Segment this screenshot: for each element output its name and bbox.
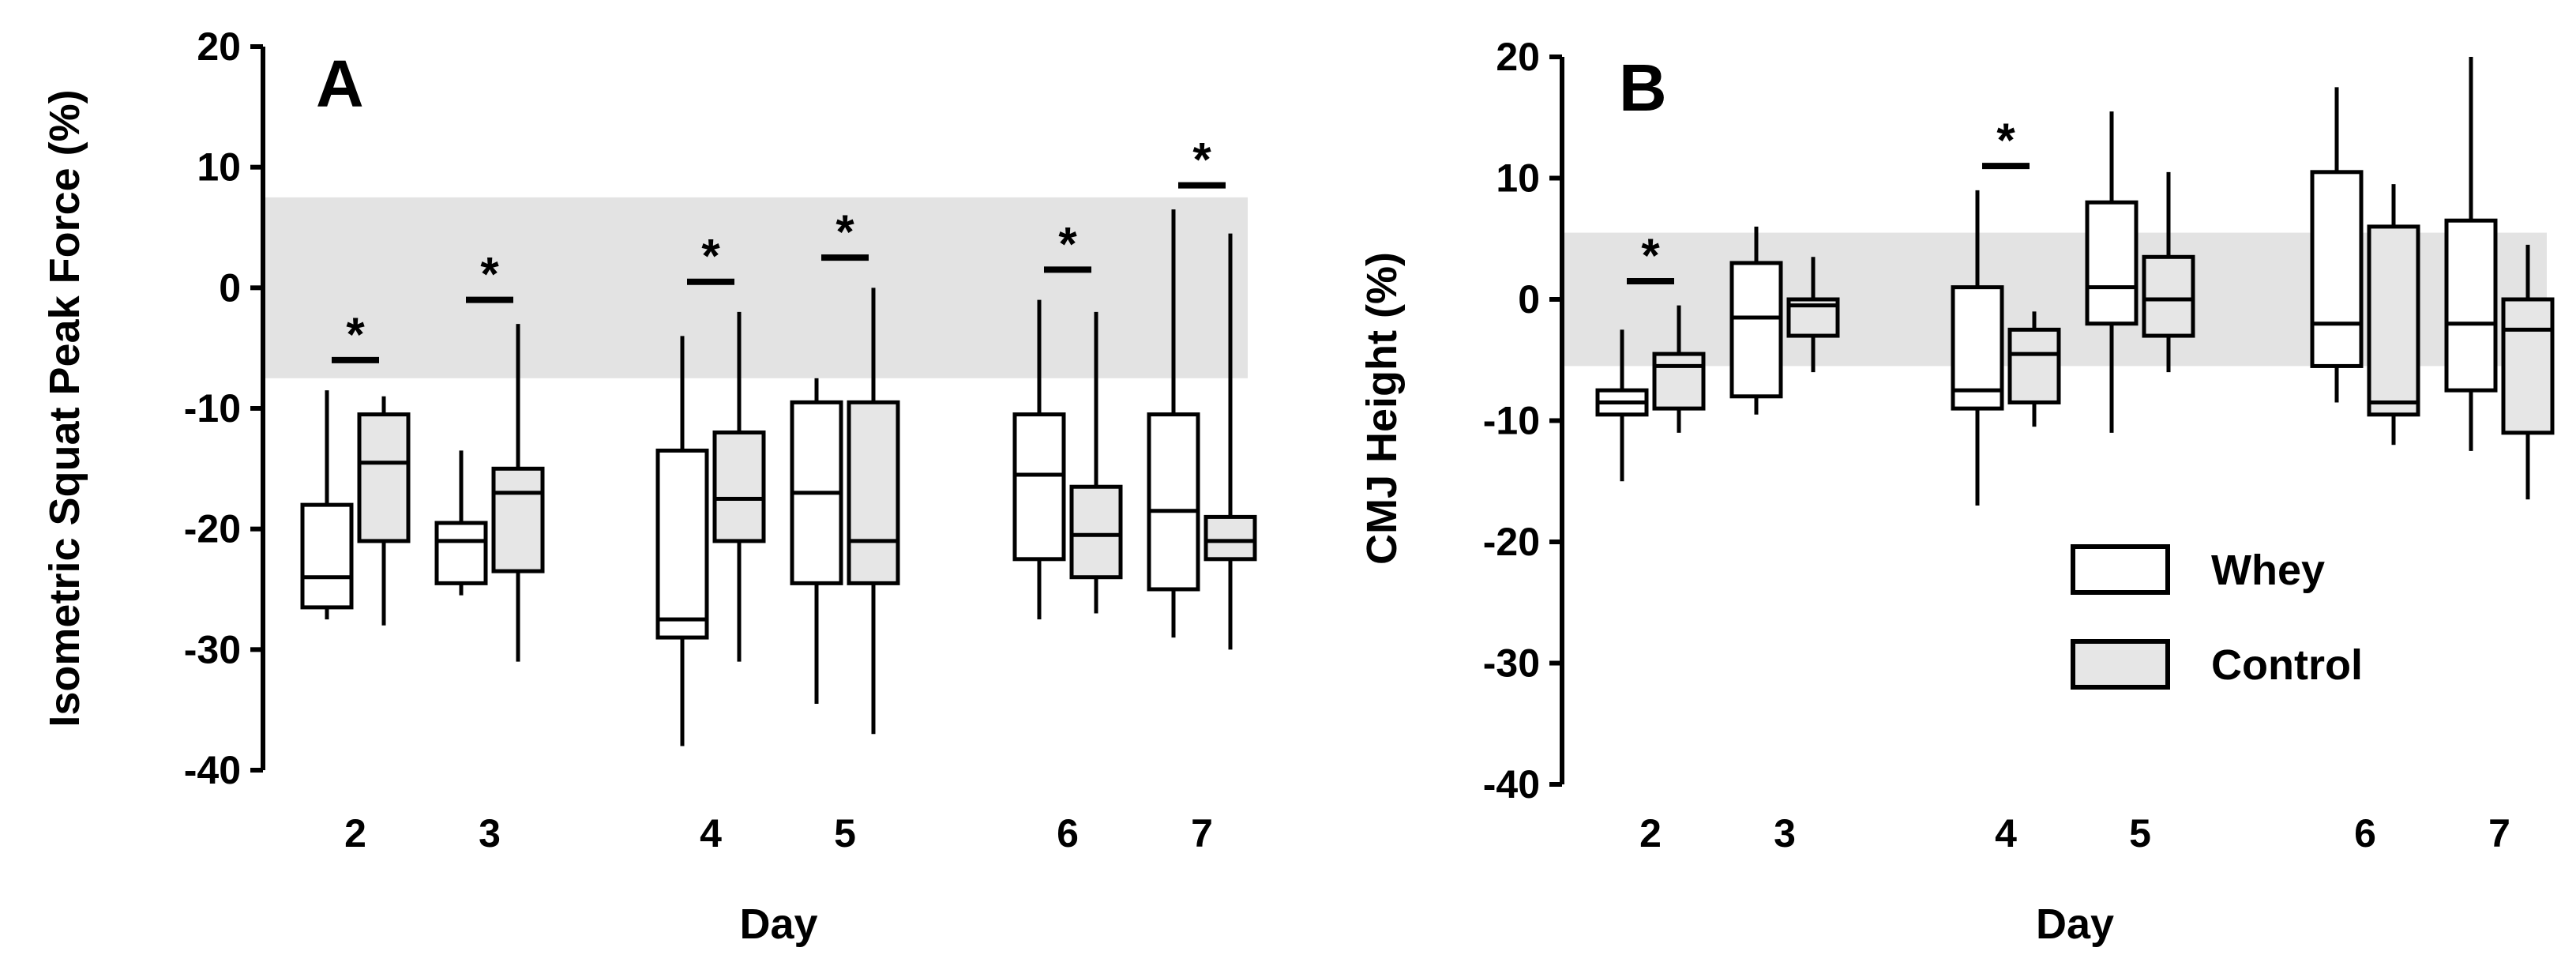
box-body (1069, 484, 1123, 580)
box-body (1652, 352, 1706, 411)
significance-star: * (836, 205, 854, 258)
y-tick-label: -20 (184, 507, 241, 551)
x-tick-label: 5 (2129, 811, 2151, 855)
legend-whey-label: Whey (2211, 547, 2325, 594)
x-axis-label: Day (2036, 900, 2114, 948)
y-tick-label: 10 (1496, 156, 1540, 201)
box-control (1069, 311, 1123, 614)
x-tick-label: 4 (1995, 811, 2017, 855)
y-tick-label: -10 (184, 386, 241, 430)
box-body (2501, 297, 2555, 435)
box-control (2501, 244, 2555, 500)
box-control (712, 311, 766, 662)
y-tick-label: -30 (184, 627, 241, 671)
box-body (2142, 254, 2195, 338)
box-body (2367, 224, 2420, 417)
box-body (1012, 412, 1066, 562)
x-tick-label: 7 (1191, 811, 1213, 855)
box-body (712, 430, 766, 543)
y-tick-label: 20 (1496, 35, 1540, 79)
box-whey (2085, 111, 2139, 433)
box-whey (1595, 329, 1649, 482)
y-tick-label: -40 (1483, 762, 1540, 806)
box-control (491, 324, 545, 662)
y-tick-label: -30 (1483, 641, 1540, 686)
x-tick-label: 6 (2354, 811, 2376, 855)
box-control (1786, 257, 1840, 373)
box-control (1204, 233, 1257, 650)
significance-star: * (701, 230, 720, 283)
box-body (1147, 412, 1200, 592)
legend-control-swatch (2071, 639, 2170, 690)
y-tick-label: -20 (1483, 520, 1540, 564)
x-tick-label: 2 (344, 811, 366, 855)
y-axis-label: Isometric Squat Peak Force (%) (41, 89, 88, 727)
box-whey (1729, 226, 1783, 415)
significance-star: * (1058, 217, 1077, 270)
box-whey (434, 450, 488, 596)
box-control (2367, 184, 2420, 446)
box-whey (1012, 299, 1066, 620)
legend-whey-swatch (2071, 544, 2170, 595)
legend-control-label: Control (2211, 641, 2363, 689)
panel-label: B (1619, 51, 1667, 125)
box-body (357, 412, 411, 543)
box-control (2142, 171, 2195, 373)
box-control (357, 396, 411, 626)
significance-star: * (1996, 114, 2015, 167)
x-tick-label: 3 (479, 811, 501, 855)
significance-star: * (480, 248, 499, 301)
box-body (2085, 200, 2139, 326)
box-whey (655, 336, 709, 746)
x-axis-label: Day (739, 900, 817, 948)
y-tick-label: 0 (1518, 277, 1540, 321)
panel-b: 20 10 0 -10 -20 -30 -40 2 3 4 5 6 7 * * B CMJ Height (%)… (1358, 35, 2555, 948)
reference-band (263, 197, 1248, 378)
y-axis-label: CMJ Height (%) (1358, 252, 1406, 565)
panel-label: A (316, 47, 364, 121)
y-tick-label: 10 (197, 145, 241, 190)
box-body (1951, 285, 2004, 411)
box-control (847, 288, 900, 735)
box-body (655, 448, 709, 640)
box-body (1204, 514, 1257, 562)
box-control (1652, 305, 1706, 433)
panel-a: 20 10 0 -10 -20 -30 -40 2 3 4 5 6 7 * * * * * * A Isometric … (41, 24, 1257, 948)
significance-star: * (346, 308, 365, 361)
y-tick-label: 20 (197, 24, 241, 69)
legend: Whey Control (2071, 544, 2363, 690)
box-whey (2310, 87, 2364, 403)
box-body (847, 400, 900, 585)
box-whey (2444, 57, 2498, 451)
x-tick-label: 2 (1639, 811, 1662, 855)
significance-star: * (1641, 229, 1660, 282)
x-tick-label: 5 (834, 811, 856, 855)
box-body (2444, 218, 2498, 393)
y-tick-label: -10 (1483, 399, 1540, 443)
box-whey (1951, 190, 2004, 506)
x-tick-label: 3 (1774, 811, 1796, 855)
box-body (2007, 327, 2061, 404)
x-tick-label: 4 (700, 811, 722, 855)
x-tick-label: 7 (2488, 811, 2510, 855)
x-tick-label: 6 (1057, 811, 1079, 855)
box-body (491, 466, 545, 573)
y-tick-label: 0 (219, 265, 241, 310)
box-whey (1147, 209, 1200, 638)
box-whey (300, 390, 354, 620)
box-body (1729, 261, 1783, 399)
significance-star: * (1192, 133, 1211, 186)
y-tick-label: -40 (184, 748, 241, 792)
box-body (434, 521, 488, 585)
box-whey (790, 378, 843, 705)
box-body (2310, 170, 2364, 368)
box-body (300, 502, 354, 610)
box-control (2007, 311, 2061, 427)
